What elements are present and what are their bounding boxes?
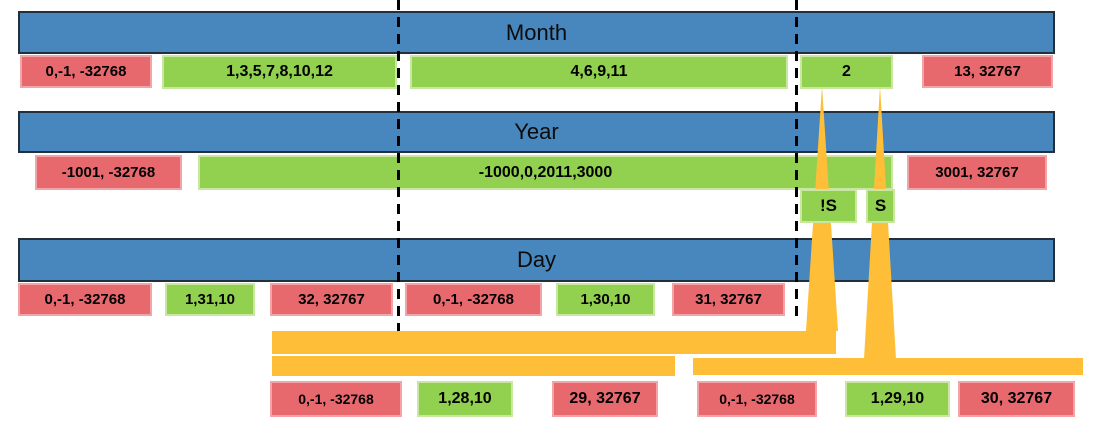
feb-invalid-high-box-leap: 30, 32767: [958, 381, 1075, 417]
year-not-leap-flag-box: !S: [800, 189, 857, 223]
boundary-dashed-line-left: [397, 0, 400, 331]
feb-valid-box-leap: 1,29,10: [845, 381, 950, 417]
year-bar: Year: [18, 111, 1055, 153]
connector-rail-not-leap-lower: [272, 356, 675, 376]
day-invalid-low-box-30: 0,-1, -32768: [405, 283, 542, 316]
day-valid-box-30: 1,30,10: [556, 283, 655, 316]
year-leap-flag-box: S: [866, 189, 895, 223]
connector-rail-not-leap: [272, 331, 836, 354]
month-valid-february-box: 2: [800, 55, 893, 89]
month-bar: Month: [18, 11, 1055, 54]
feb-invalid-low-box-nonleap: 0,-1, -32768: [270, 381, 402, 417]
month-valid-30day-box: 4,6,9,11: [410, 55, 788, 89]
boundary-dashed-line-right: [795, 0, 798, 322]
day-bar-title: Day: [516, 247, 557, 272]
connector-rail-leap: [693, 358, 1083, 375]
month-invalid-low-box: 0,-1, -32768: [20, 55, 152, 88]
day-invalid-high-box-30: 31, 32767: [672, 283, 785, 316]
day-bar: Day: [18, 238, 1055, 282]
year-invalid-low-box: -1001, -32768: [35, 155, 182, 190]
month-valid-31day-box: 1,3,5,7,8,10,12: [162, 55, 397, 89]
feb-invalid-high-box-nonleap: 29, 32767: [552, 381, 658, 417]
year-invalid-high-box: 3001, 32767: [907, 155, 1047, 190]
day-valid-box-31: 1,31,10: [165, 283, 255, 316]
year-valid-box: -1000,0,2011,3000: [198, 155, 893, 190]
month-bar-title: Month: [505, 19, 568, 45]
feb-valid-box-nonleap: 1,28,10: [417, 381, 513, 417]
day-invalid-low-box-31: 0,-1, -32768: [18, 283, 152, 316]
year-bar-title: Year: [514, 119, 559, 144]
day-invalid-high-box-31: 32, 32767: [270, 283, 393, 316]
month-invalid-high-box: 13, 32767: [922, 55, 1053, 88]
feb-invalid-low-box-leap: 0,-1, -32768: [697, 381, 817, 417]
